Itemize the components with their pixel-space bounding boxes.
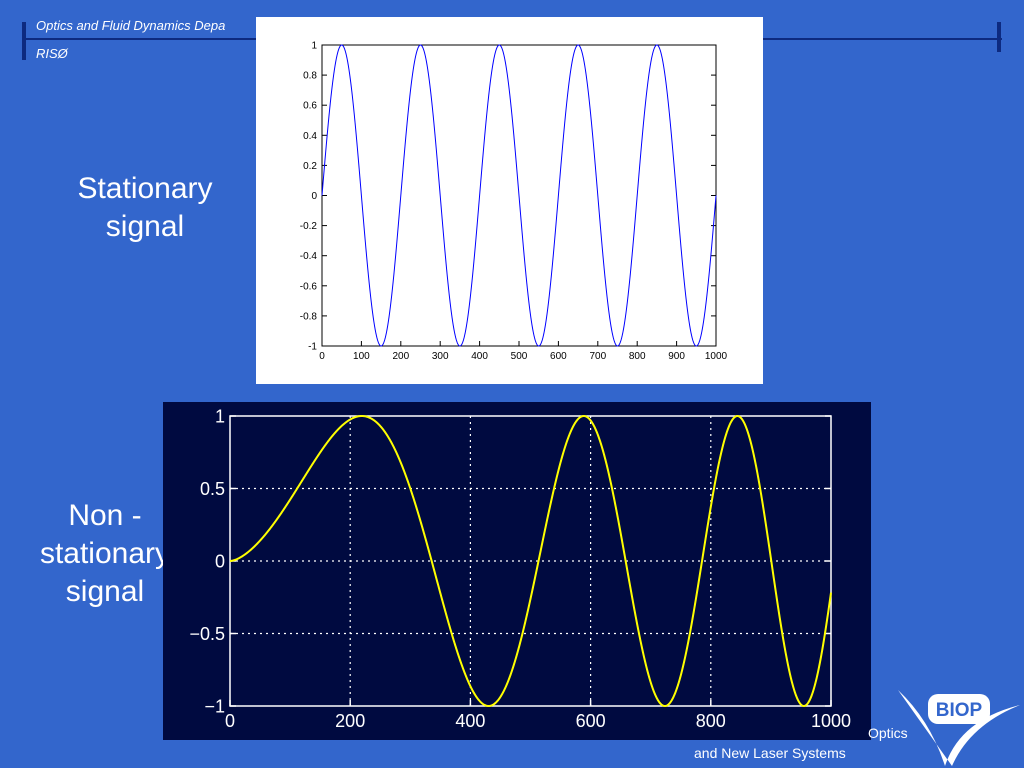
y-tick-label: 0.6 bbox=[303, 101, 317, 112]
x-tick-label: 100 bbox=[353, 351, 370, 362]
y-tick-label: -0.4 bbox=[300, 251, 318, 262]
signal-line bbox=[229, 415, 832, 708]
institution-name: RISØ bbox=[36, 46, 68, 61]
x-tick-label: 500 bbox=[511, 351, 528, 362]
x-tick-label: 0 bbox=[225, 711, 235, 731]
footer-line2: and New Laser Systems bbox=[694, 745, 846, 761]
header-left-bar bbox=[22, 22, 26, 60]
header-right-bar bbox=[997, 22, 1001, 52]
stationary-chart: 0 100 200 300 400 500 600 700 800 900 1000 1 0.8 0.6 0… bbox=[300, 41, 728, 363]
y-tick-label: 0.8 bbox=[303, 71, 317, 82]
y-tick-label: -0.2 bbox=[300, 221, 318, 232]
x-tick-label: 400 bbox=[471, 351, 488, 362]
y-tick-label: −1 bbox=[204, 696, 225, 716]
x-tick-label: 400 bbox=[455, 711, 485, 731]
stationary-label: Stationary signal bbox=[50, 170, 240, 246]
x-tick-label: 1000 bbox=[705, 351, 728, 362]
department-title: Optics and Fluid Dynamics Depa bbox=[36, 18, 226, 33]
non-stationary-label-line2: stationary bbox=[39, 537, 171, 570]
x-tick-label: 300 bbox=[432, 351, 449, 362]
y-tick-label: -0.8 bbox=[300, 311, 318, 322]
y-tick-label: −0.5 bbox=[189, 624, 225, 644]
x-tick-label: 200 bbox=[335, 711, 365, 731]
non-stationary-label-line3: signal bbox=[65, 575, 145, 608]
stationary-label-line2: signal bbox=[105, 210, 185, 243]
x-tick-label: 600 bbox=[550, 351, 567, 362]
x-tick-label: 0 bbox=[319, 351, 325, 362]
signal-line bbox=[321, 44, 717, 347]
logo-badge bbox=[928, 694, 990, 724]
non-stationary-chart: 0 200 400 600 800 1000 1 0.5 0 −0.5 −1 bbox=[189, 406, 851, 731]
x-tick-label: 800 bbox=[696, 711, 726, 731]
x-tick-label: 200 bbox=[392, 351, 409, 362]
x-tick-label: 900 bbox=[668, 351, 685, 362]
y-tick-label: 1 bbox=[215, 406, 225, 426]
x-tick-label: 800 bbox=[629, 351, 646, 362]
logo-swoosh bbox=[898, 690, 1020, 766]
footer-line1: Optics bbox=[868, 725, 908, 741]
y-tick-label: -1 bbox=[308, 342, 317, 353]
y-tick-label: 0.4 bbox=[303, 131, 317, 142]
stationary-chart-panel: 0 100 200 300 400 500 600 700 800 900 1000 1 0.8 0.6 0… bbox=[256, 17, 763, 384]
y-tick-label: -0.6 bbox=[300, 281, 318, 292]
y-tick-label: 0.5 bbox=[200, 479, 225, 499]
non-stationary-chart-panel: 0 200 400 600 800 1000 1 0.5 0 −0.5 −1 bbox=[163, 402, 871, 740]
non-stationary-label-line1: Non - bbox=[68, 499, 142, 532]
x-tick-label: 700 bbox=[589, 351, 606, 362]
stationary-label-line1: Stationary bbox=[77, 172, 213, 205]
y-tick-label: 0 bbox=[215, 551, 225, 571]
y-tick-label: 0 bbox=[311, 191, 317, 202]
biop-logo: BIOP bbox=[898, 690, 1020, 766]
y-tick-label: 0.2 bbox=[303, 161, 317, 172]
x-tick-label: 1000 bbox=[811, 711, 851, 731]
logo-text: BIOP bbox=[936, 700, 983, 721]
y-tick-label: 1 bbox=[311, 41, 317, 52]
x-tick-label: 600 bbox=[576, 711, 606, 731]
non-stationary-label: Non - stationary signal bbox=[20, 497, 190, 611]
